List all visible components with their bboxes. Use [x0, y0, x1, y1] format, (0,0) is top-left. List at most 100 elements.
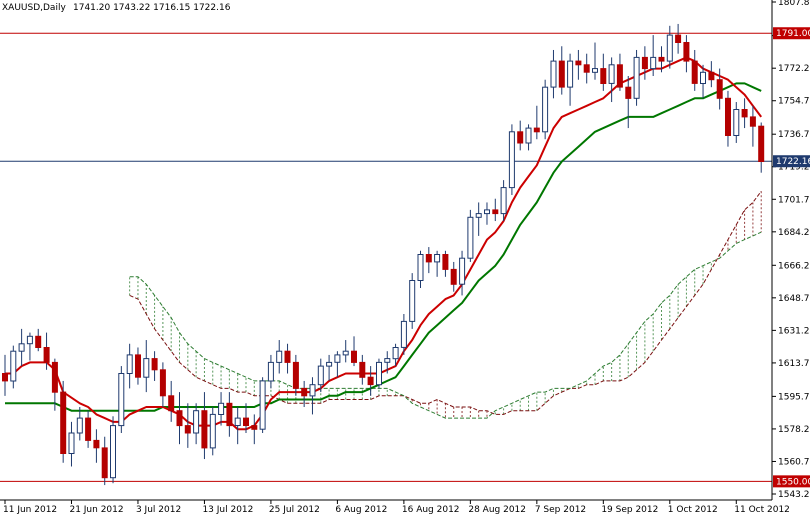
candle-body	[508, 131, 515, 189]
candle-body	[558, 60, 565, 88]
candle-body	[359, 361, 366, 378]
candle-body	[625, 86, 632, 99]
candle	[251, 414, 258, 445]
candle	[625, 76, 632, 129]
candle-body	[484, 209, 490, 215]
candle	[567, 53, 574, 106]
time-tick-label: 11 Jun 2012	[3, 505, 57, 515]
price-tag	[773, 475, 810, 488]
candle	[542, 79, 549, 140]
candle-body	[10, 350, 17, 382]
time-tick-label: 19 Sep 2012	[601, 505, 658, 515]
candle	[68, 421, 75, 467]
price-tag	[773, 155, 810, 168]
candle-body	[110, 425, 116, 479]
price-tick-label: 1807.80	[778, 0, 810, 8]
candle-body	[633, 56, 640, 99]
chart-title: XAUUSD,Daily	[2, 3, 66, 13]
price-tag-label: 1722.16	[776, 157, 810, 167]
candle	[301, 380, 308, 407]
candle	[758, 122, 765, 173]
candle-body	[126, 354, 133, 374]
candle	[533, 105, 540, 140]
candle	[226, 392, 233, 437]
candle	[550, 49, 557, 99]
price-tag-label: 1550.00	[776, 477, 810, 487]
candle	[118, 366, 125, 434]
candle	[351, 336, 357, 367]
price-tags: 1791.00 1550.00 1722.16	[773, 27, 810, 488]
candle-body	[376, 361, 382, 386]
candle-body	[226, 402, 233, 427]
time-tick-label: 7 Sep 2012	[535, 505, 586, 515]
candle	[284, 343, 291, 374]
candle-body	[151, 358, 158, 371]
candle	[616, 53, 623, 91]
candle-body	[425, 254, 432, 263]
candle-body	[392, 347, 399, 360]
price-tick-label: 1666.20	[778, 261, 810, 271]
candle-body	[533, 127, 540, 133]
candle-body	[492, 209, 499, 215]
candle	[110, 416, 116, 484]
price-tag	[773, 27, 810, 40]
candle	[193, 403, 200, 445]
candle-body	[733, 109, 740, 136]
candle	[733, 102, 740, 143]
price-tick-label: 1701.70	[778, 195, 810, 205]
candle-body	[60, 391, 67, 455]
candle	[425, 247, 432, 274]
candle-body	[583, 64, 590, 73]
candle	[201, 392, 208, 460]
candle	[276, 340, 283, 374]
time-tick-label: 25 Jul 2012	[269, 505, 320, 515]
candle	[43, 332, 50, 370]
candle	[409, 273, 416, 329]
candle-body	[334, 354, 341, 363]
time-tick-label: 6 Aug 2012	[335, 505, 387, 515]
candle	[2, 354, 8, 396]
candle-body	[184, 425, 191, 434]
candle	[334, 351, 341, 378]
candle	[442, 250, 449, 277]
candle-body	[367, 376, 374, 386]
candle-body	[301, 387, 308, 397]
candle-body	[650, 56, 657, 70]
candle-body	[93, 439, 100, 449]
candle	[434, 250, 441, 277]
candle	[135, 347, 141, 385]
candle	[234, 406, 241, 445]
candle	[716, 68, 723, 110]
candle-body	[259, 380, 266, 430]
candle-body	[267, 361, 274, 382]
candle	[666, 25, 673, 69]
candle	[400, 314, 407, 355]
candle-body	[467, 216, 474, 259]
candle	[708, 61, 715, 88]
candle	[417, 250, 424, 288]
candle	[184, 403, 191, 448]
candle-body	[243, 417, 249, 427]
price-tick-label: 1684.20	[778, 228, 810, 238]
candle	[317, 358, 324, 393]
candle-body	[658, 56, 665, 62]
candle-body	[666, 34, 673, 62]
candle	[467, 209, 474, 262]
candle-body	[251, 425, 258, 430]
kijun-sen-line	[5, 82, 762, 412]
candle-body	[85, 417, 92, 441]
candle-body	[18, 343, 25, 352]
price-tick-label: 1719.20	[778, 163, 810, 173]
time-tick-label: 28 Aug 2012	[468, 505, 526, 515]
candle-body	[168, 395, 175, 412]
candle	[76, 406, 83, 441]
candle	[26, 332, 33, 361]
candle-body	[525, 127, 532, 144]
candle-body	[442, 254, 449, 270]
candle-body	[417, 254, 424, 281]
candle-body	[542, 86, 549, 133]
candle	[176, 392, 183, 445]
candle-body	[741, 109, 748, 118]
candle	[384, 351, 391, 374]
